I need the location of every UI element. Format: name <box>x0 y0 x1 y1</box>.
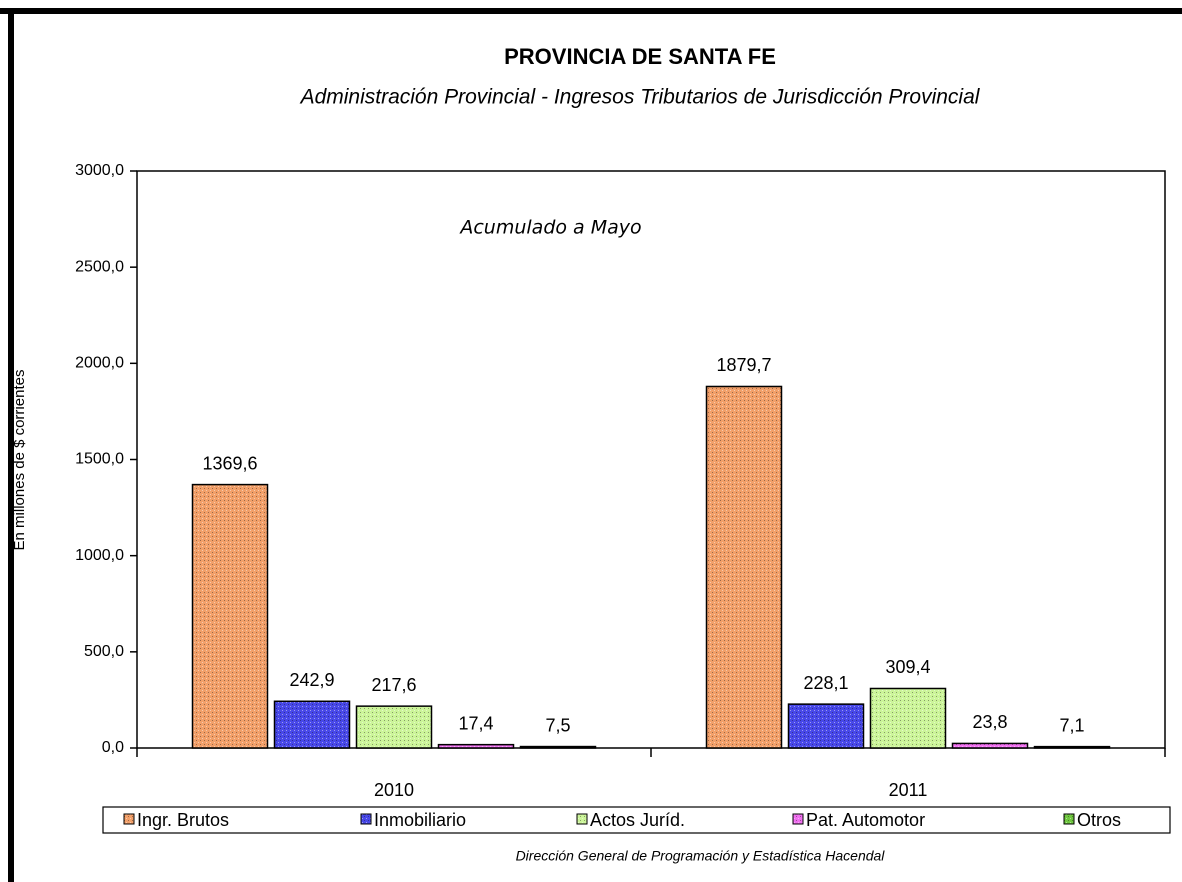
footer: Dirección General de Programación y Esta… <box>516 848 886 864</box>
bar <box>1033 745 1111 749</box>
data-label: 217,6 <box>371 675 416 695</box>
legend-label: Actos Juríd. <box>590 810 685 830</box>
data-label: 1369,6 <box>202 453 257 473</box>
bar <box>869 687 947 749</box>
y-axis-label: En millones de $ corrientes <box>11 370 28 551</box>
legend-label: Otros <box>1077 810 1121 830</box>
y-tick-label: 2000,0 <box>75 355 124 372</box>
legend-swatch <box>123 813 135 825</box>
bar <box>437 743 515 749</box>
legend <box>102 806 1171 834</box>
bar <box>191 483 269 749</box>
y-tick-label: 0,0 <box>102 739 124 756</box>
bar <box>273 700 351 749</box>
data-label: 309,4 <box>885 657 930 677</box>
y-tick-label: 2500,0 <box>75 258 124 275</box>
bar <box>705 385 783 749</box>
data-label: 23,8 <box>972 712 1007 732</box>
x-tick-label: 2010 <box>374 780 414 800</box>
annotation: Acumulado a Mayo <box>458 217 641 239</box>
bar <box>519 745 597 749</box>
y-tick-label: 1500,0 <box>75 451 124 468</box>
data-label: 17,4 <box>458 713 493 733</box>
data-label: 1879,7 <box>716 355 771 375</box>
legend-label: Pat. Automotor <box>806 810 925 830</box>
chart-subtitle: Administración Provincial - Ingresos Tri… <box>299 86 981 109</box>
legend-swatch <box>360 813 372 825</box>
data-label: 7,5 <box>545 715 570 735</box>
bar <box>355 705 433 749</box>
bar <box>951 742 1029 749</box>
y-tick-label: 500,0 <box>84 643 124 660</box>
legend-swatch <box>576 813 588 825</box>
legend-label: Inmobiliario <box>374 810 466 830</box>
legend-label: Ingr. Brutos <box>137 810 229 830</box>
legend-swatch <box>1063 813 1075 825</box>
y-tick-label: 3000,0 <box>75 162 124 179</box>
data-label: 242,9 <box>289 670 334 690</box>
bar <box>787 703 865 749</box>
x-tick-label: 2011 <box>889 780 928 800</box>
y-tick-label: 1000,0 <box>75 547 124 564</box>
data-label: 7,1 <box>1059 715 1084 735</box>
data-label: 228,1 <box>803 673 848 693</box>
chart-title: PROVINCIA DE SANTA FE <box>504 44 776 69</box>
legend-swatch <box>792 813 804 825</box>
